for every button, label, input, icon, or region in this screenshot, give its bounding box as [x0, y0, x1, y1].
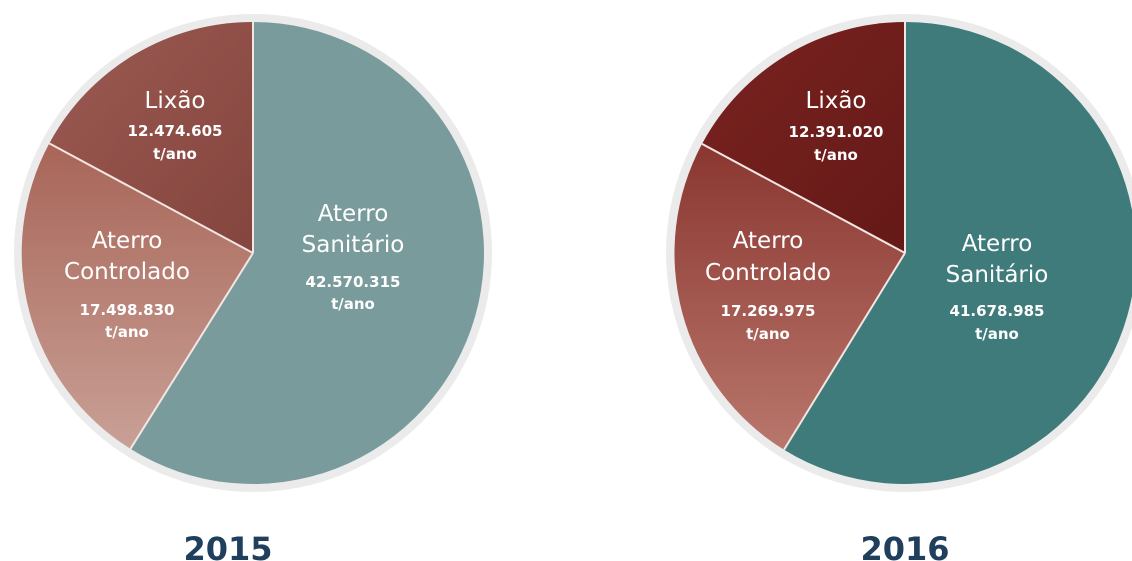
slice-lixao-2015 — [49, 21, 253, 253]
separator-2015-c — [48, 142, 254, 254]
label-aterro-controlado-2015-line1: Aterro — [92, 228, 163, 254]
pie-chart-2016: Aterro Sanitário 41.678.985 t/ano Aterro… — [666, 14, 1132, 561]
slice-aterro-controlado-2016 — [674, 143, 905, 450]
slice-aterro-sanitario-2016 — [784, 22, 1132, 484]
label-lixao-2015: Lixão — [145, 88, 206, 114]
label-aterro-controlado-2016-line1: Aterro — [733, 228, 804, 254]
slice-aterro-sanitario-2015 — [130, 22, 484, 485]
unit-aterro-controlado-2015: t/ano — [105, 323, 149, 341]
slice-lixao-2016 — [702, 22, 905, 253]
label-aterro-controlado-2016-line2: Controlado — [705, 260, 831, 286]
value-aterro-controlado-2016: 17.269.975 — [721, 302, 816, 320]
slice-aterro-controlado-2015 — [21, 143, 253, 449]
value-aterro-sanitario-2016: 41.678.985 — [950, 302, 1045, 320]
separator-2016-c — [701, 143, 906, 254]
label-aterro-sanitario-2016-line1: Aterro — [962, 231, 1033, 257]
label-lixao-2016: Lixão — [806, 88, 867, 114]
value-lixao-2016: 12.391.020 — [789, 123, 884, 141]
unit-aterro-controlado-2016: t/ano — [746, 325, 790, 343]
label-aterro-sanitario-2016-line2: Sanitário — [946, 262, 1049, 288]
label-aterro-controlado-2015-line2: Controlado — [64, 259, 190, 285]
separator-2015-b — [129, 252, 254, 450]
unit-aterro-sanitario-2015: t/ano — [331, 295, 375, 313]
value-aterro-controlado-2015: 17.498.830 — [80, 301, 175, 319]
chart-title-2016: 2016 — [860, 530, 949, 561]
label-aterro-sanitario-2015-line2: Sanitário — [302, 232, 405, 258]
separator-2016-b — [783, 252, 906, 451]
unit-lixao-2016: t/ano — [814, 146, 858, 164]
label-aterro-sanitario-2015-line1: Aterro — [318, 201, 389, 227]
value-aterro-sanitario-2015: 42.570.315 — [306, 273, 401, 291]
chart-title-2015: 2015 — [183, 530, 272, 561]
unit-lixao-2015: t/ano — [153, 145, 197, 163]
unit-aterro-sanitario-2016: t/ano — [975, 325, 1019, 343]
pie-chart-2015: Aterro Sanitário 42.570.315 t/ano Aterro… — [14, 14, 492, 561]
value-lixao-2015: 12.474.605 — [128, 122, 223, 140]
